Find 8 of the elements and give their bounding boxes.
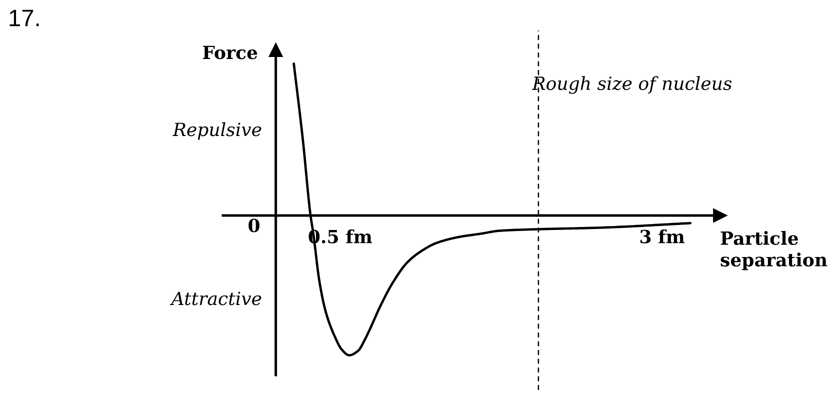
x-tick-label: 3 fm: [640, 229, 685, 244]
annotation: Repulsive: [172, 122, 262, 140]
x-axis-title: Particle separation: [720, 231, 828, 270]
ref-line-label: Rough size of nucleus: [532, 76, 732, 94]
annotation: 0: [248, 218, 260, 232]
y-axis-title: Force: [202, 46, 258, 60]
text: 17.: [10, 10, 39, 26]
annotation: Attractive: [170, 292, 262, 306]
